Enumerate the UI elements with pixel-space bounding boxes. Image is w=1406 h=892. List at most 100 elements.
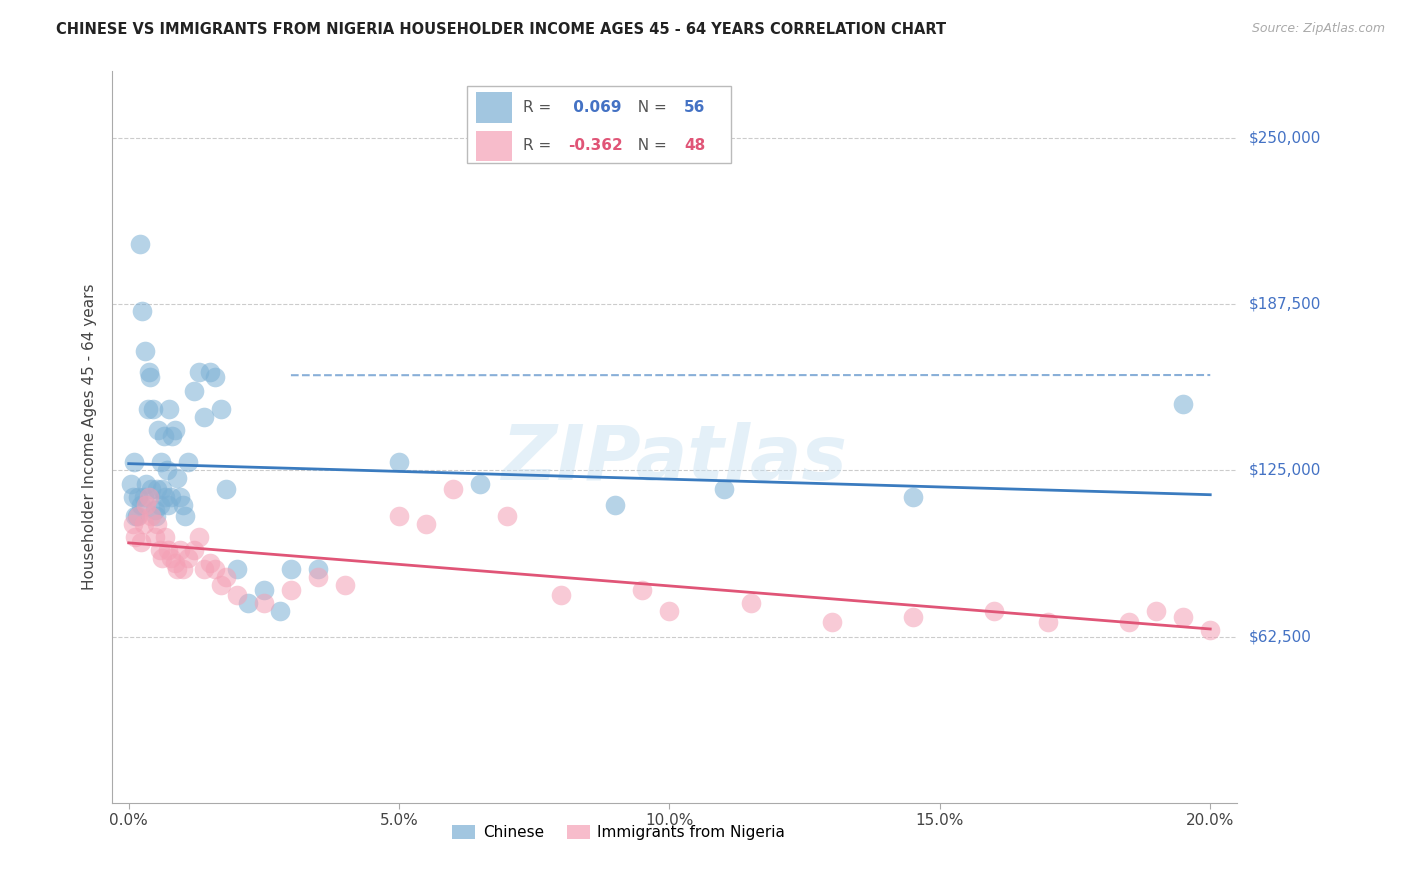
Point <box>143 530 166 544</box>
Point <box>142 402 165 417</box>
Point <box>129 498 152 512</box>
FancyBboxPatch shape <box>475 130 512 161</box>
Point <box>198 365 221 379</box>
Point <box>821 615 844 629</box>
Point <box>169 543 191 558</box>
Point <box>125 508 148 523</box>
Point <box>131 303 153 318</box>
Text: Source: ZipAtlas.com: Source: ZipAtlas.com <box>1251 22 1385 36</box>
Text: $187,500: $187,500 <box>1249 297 1320 311</box>
Point <box>138 490 160 504</box>
Point <box>415 516 437 531</box>
Point <box>135 498 157 512</box>
Point <box>139 370 162 384</box>
Point <box>136 402 159 417</box>
Point <box>120 476 142 491</box>
Point <box>1144 604 1167 618</box>
Point <box>141 508 163 523</box>
Point <box>496 508 519 523</box>
Point <box>148 424 170 438</box>
Text: R =: R = <box>523 138 557 153</box>
Text: $250,000: $250,000 <box>1249 130 1320 145</box>
Point <box>172 498 194 512</box>
Point <box>149 543 172 558</box>
Text: 48: 48 <box>683 138 706 153</box>
Point <box>166 471 188 485</box>
Point <box>143 503 166 517</box>
Point <box>146 516 169 531</box>
Point <box>193 562 215 576</box>
Point <box>150 551 173 566</box>
Point <box>127 508 149 523</box>
Point <box>166 562 188 576</box>
Point <box>183 384 205 398</box>
Point <box>177 551 200 566</box>
Point <box>388 508 411 523</box>
Point <box>163 424 186 438</box>
Point <box>225 588 247 602</box>
Point <box>155 530 177 544</box>
Point <box>441 482 464 496</box>
Point <box>901 490 924 504</box>
Text: N =: N = <box>627 100 671 115</box>
Point <box>132 490 155 504</box>
Point <box>169 490 191 504</box>
Point <box>163 557 186 571</box>
Text: ZIPatlas: ZIPatlas <box>502 422 848 496</box>
Point <box>1173 397 1195 411</box>
Point <box>160 551 183 566</box>
Point <box>155 490 177 504</box>
Point <box>204 370 226 384</box>
Point <box>1173 609 1195 624</box>
Point <box>713 482 735 496</box>
Point <box>188 365 211 379</box>
Point <box>1199 623 1222 637</box>
Point <box>134 343 156 358</box>
Point <box>253 582 276 597</box>
Point <box>307 562 329 576</box>
Point <box>160 429 183 443</box>
Point <box>253 596 276 610</box>
Point <box>198 557 221 571</box>
Point <box>172 562 194 576</box>
Point <box>150 455 173 469</box>
Point <box>209 402 232 417</box>
Point <box>658 604 681 618</box>
Point <box>550 588 572 602</box>
Point <box>204 562 226 576</box>
Point <box>209 577 232 591</box>
Text: $62,500: $62,500 <box>1249 629 1312 644</box>
Point <box>280 582 302 597</box>
Point <box>153 429 176 443</box>
Point <box>236 596 259 610</box>
Point <box>269 604 291 618</box>
Y-axis label: Householder Income Ages 45 - 64 years: Householder Income Ages 45 - 64 years <box>82 284 97 591</box>
Point <box>215 570 238 584</box>
Point <box>127 490 149 504</box>
Point <box>333 577 356 591</box>
Point <box>280 562 302 576</box>
Point <box>124 530 146 544</box>
Point <box>122 455 145 469</box>
Text: $125,000: $125,000 <box>1249 463 1320 478</box>
Point <box>160 490 183 504</box>
Text: CHINESE VS IMMIGRANTS FROM NIGERIA HOUSEHOLDER INCOME AGES 45 - 64 YEARS CORRELA: CHINESE VS IMMIGRANTS FROM NIGERIA HOUSE… <box>56 22 946 37</box>
Point <box>149 498 172 512</box>
Point <box>1118 615 1140 629</box>
Point <box>188 530 211 544</box>
Point <box>1036 615 1059 629</box>
Point <box>215 482 238 496</box>
Point <box>225 562 247 576</box>
Text: 56: 56 <box>683 100 706 115</box>
Point <box>740 596 762 610</box>
Legend: Chinese, Immigrants from Nigeria: Chinese, Immigrants from Nigeria <box>446 819 792 847</box>
Point <box>141 482 163 496</box>
Point <box>132 516 155 531</box>
FancyBboxPatch shape <box>467 86 731 163</box>
Point <box>388 455 411 469</box>
Point <box>631 582 654 597</box>
Point <box>145 508 167 523</box>
Text: N =: N = <box>627 138 671 153</box>
Point <box>156 498 179 512</box>
Point <box>122 490 145 504</box>
